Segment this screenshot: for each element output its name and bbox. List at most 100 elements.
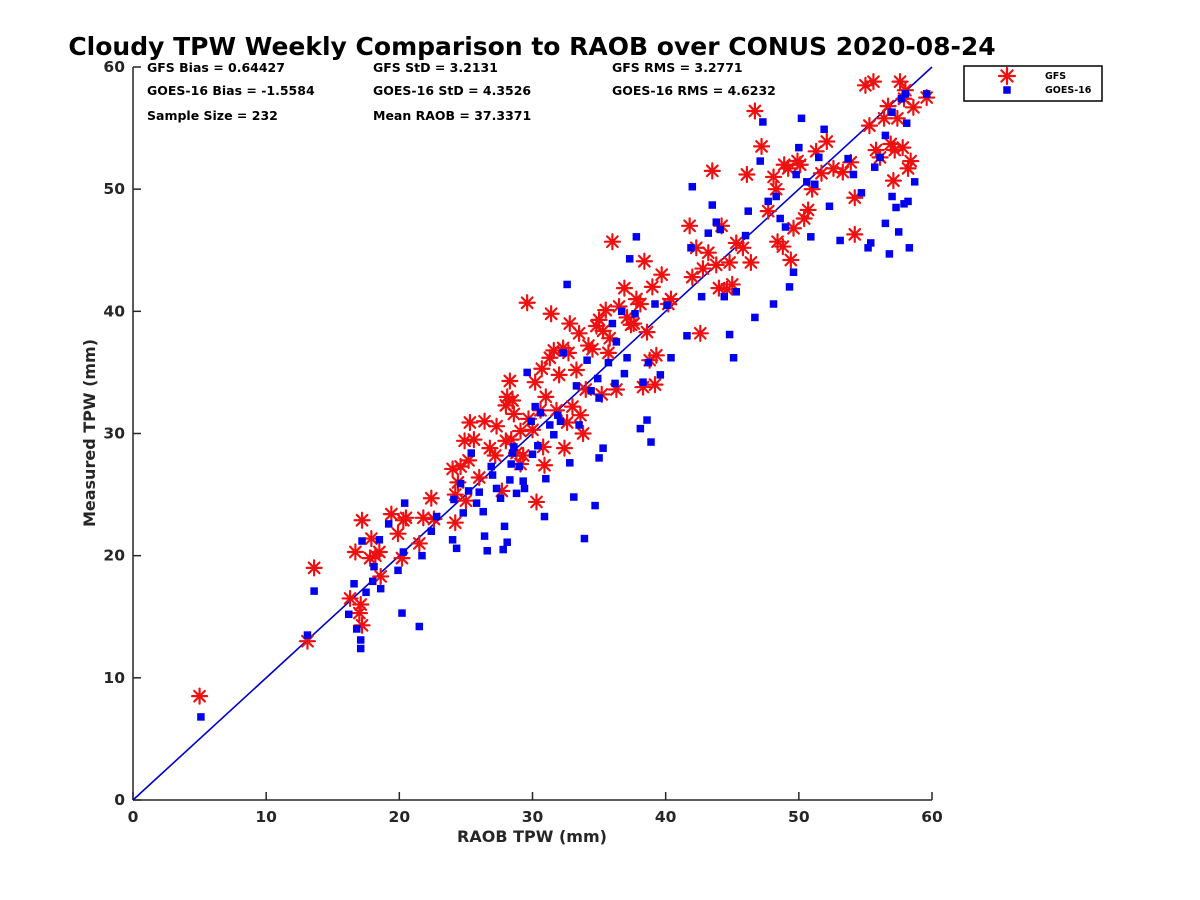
gfs-point [370,543,388,561]
goes16-point [472,499,481,507]
goes16-point [617,307,626,316]
goes16-point [688,182,697,191]
goes16-point [368,577,377,586]
goes16-point [534,441,542,450]
gfs-point [752,137,771,156]
gfs-point [846,189,864,207]
gfs-point [643,278,661,296]
gfs-point [397,509,415,527]
gfs-point [518,294,536,312]
gfs-point [555,439,574,457]
gfs-point [691,324,709,342]
goes16-point [376,584,385,593]
gfs-point [710,279,728,297]
goes16-point [732,288,740,296]
y-tick-label: 60 [103,58,125,76]
goes16-point [644,358,653,367]
gfs-point [782,251,800,269]
goes16-point [448,536,457,544]
y-tick-label: 0 [114,791,125,809]
gfs-point [891,73,909,91]
gfs-point [774,237,792,256]
legend-marker-gfs [997,66,1017,86]
gfs-point [457,492,475,510]
goes16-point [467,449,475,457]
goes16-point [815,153,823,162]
goes16-point [358,537,366,545]
gfs-point [501,372,519,390]
gfs-point [414,509,432,527]
goes16-point [866,239,875,247]
gfs-point [514,446,532,465]
gfs-point [812,164,831,182]
goes16-point [901,90,910,98]
legend-square-goes16 [1003,86,1011,94]
gfs-point [638,323,656,341]
goes16-point [647,438,655,446]
goes16-point [631,310,639,318]
goes16-point [922,90,931,98]
goes16-point [356,636,365,644]
sample-size-stat: Sample Size = 232 [147,108,278,123]
gfs-point [879,97,897,115]
gfs-point [511,422,530,440]
goes16-point [825,202,834,211]
goes16-point [575,421,583,429]
gfs-point [410,534,428,553]
goes16-point [394,566,402,575]
goes16-point [888,108,896,116]
goes16-point [344,610,353,619]
gfs-point [372,567,390,586]
goes16-point [683,332,691,340]
goes16-point [483,547,491,555]
goes-rms-stat: GOES-16 RMS = 4.6232 [612,83,776,98]
goes16-point [566,459,574,467]
goes16-point [772,192,780,201]
gfs-point [864,73,883,91]
y-tick-label: 30 [103,425,125,443]
gfs-point [746,102,764,120]
gfs-point [422,489,440,507]
gfs-point [535,456,554,474]
goes16-point [857,189,866,197]
goes16-point [415,622,424,631]
goes16-point [570,493,578,501]
gfs-point [305,559,323,577]
goes16-point [651,300,659,308]
goes16-point [542,474,550,483]
goes16-point [508,449,517,457]
gfs-point [703,162,721,180]
goes16-point [643,416,651,424]
goes16-point [811,180,819,189]
goes16-point [398,609,406,617]
gfs-point [635,252,653,270]
gfs-point [446,514,464,532]
goes16-point [583,356,591,364]
gfs-point [884,172,902,190]
gfs-point [550,366,568,384]
goes16-point [572,382,581,390]
gfs-std-stat: GFS StD = 3.2131 [373,60,498,75]
y-tick-label: 40 [103,302,125,320]
goes-bias-stat: GOES-16 Bias = -1.5584 [147,83,315,98]
goes16-point [356,644,365,653]
goes16-point [803,178,811,186]
goes16-point [904,197,912,206]
goes16-point [894,228,903,236]
goes16-point [697,292,706,301]
goes16-point [795,143,803,152]
goes16-point [536,408,545,417]
goes16-point [456,479,465,488]
goes16-point [797,114,806,123]
chart-title: Cloudy TPW Weekly Comparison to RAOB ove… [68,32,995,61]
goes16-point [459,509,468,517]
goes16-point [594,374,602,383]
goes16-point [418,551,426,560]
goes16-point [759,118,767,126]
goes16-point [523,368,531,377]
gfs-point [681,217,699,235]
goes16-point [595,394,603,402]
goes16-point [625,255,634,263]
gfs-point [567,361,586,379]
